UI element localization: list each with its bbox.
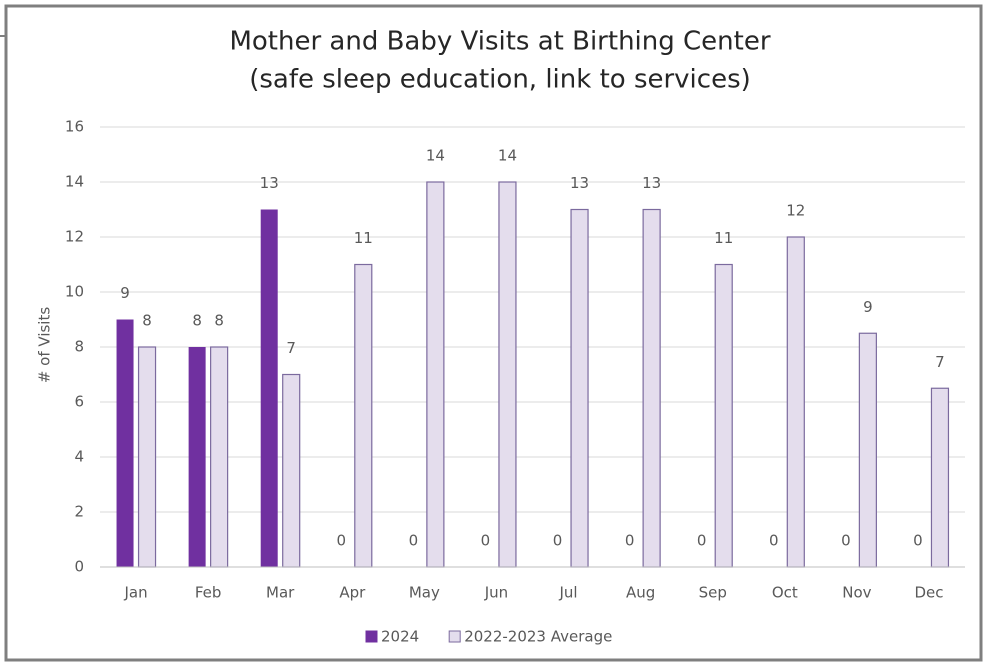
data-label: 0 <box>553 532 563 550</box>
x-tick-label: May <box>409 584 440 602</box>
data-label: 0 <box>697 532 707 550</box>
y-tick-label: 6 <box>74 393 84 411</box>
x-tick-label: Jul <box>558 584 577 602</box>
y-tick-label: 14 <box>65 173 84 191</box>
bar <box>858 332 877 568</box>
bar <box>137 346 157 568</box>
x-tick-label: Apr <box>339 584 366 602</box>
bar <box>260 209 278 567</box>
data-label: 14 <box>426 147 445 165</box>
data-label: 13 <box>642 174 661 192</box>
data-label: 8 <box>192 312 202 330</box>
bar <box>498 181 517 568</box>
data-label: 0 <box>769 532 779 550</box>
data-label: 0 <box>625 532 635 550</box>
bar <box>116 319 134 567</box>
bar <box>210 346 229 568</box>
bar <box>188 347 206 567</box>
data-label: 8 <box>142 312 152 330</box>
bar <box>642 208 661 568</box>
y-tick-label: 2 <box>74 503 84 521</box>
data-label: 11 <box>354 229 373 247</box>
y-tick-label: 16 <box>65 118 84 136</box>
chart-subtitle: (safe sleep education, link to services) <box>249 65 751 95</box>
legend-swatch <box>365 630 378 643</box>
x-tick-label: Dec <box>914 584 943 602</box>
y-tick-label: 12 <box>65 228 84 246</box>
data-label: 12 <box>786 202 805 220</box>
data-label: 0 <box>481 532 491 550</box>
bar <box>930 387 950 568</box>
bar <box>426 181 445 568</box>
bar <box>714 263 733 568</box>
y-tick-label: 0 <box>74 558 84 576</box>
x-tick-label: Aug <box>626 584 655 602</box>
chart-title: Mother and Baby Visits at Birthing Cente… <box>229 27 770 57</box>
data-label: 11 <box>714 229 733 247</box>
data-label: 13 <box>570 174 589 192</box>
legend-swatch <box>448 630 461 643</box>
data-label: 0 <box>337 532 347 550</box>
bar <box>282 373 301 568</box>
x-tick-label: Feb <box>195 584 222 602</box>
data-label: 14 <box>498 147 517 165</box>
y-tick-label: 4 <box>74 448 84 466</box>
y-axis-label: # of Visits <box>36 307 54 384</box>
data-label: 8 <box>214 312 224 330</box>
data-label: 0 <box>841 532 851 550</box>
x-tick-label: Mar <box>266 584 295 602</box>
x-tick-label: Nov <box>842 584 871 602</box>
x-tick-label: Jan <box>123 584 147 602</box>
data-label: 7 <box>286 339 296 357</box>
data-label: 0 <box>913 532 923 550</box>
data-label: 7 <box>935 353 945 371</box>
bar <box>786 236 805 568</box>
legend-label: 2024 <box>381 628 419 646</box>
x-tick-label: Sep <box>699 584 727 602</box>
y-tick-label: 10 <box>65 283 84 301</box>
data-label: 9 <box>863 298 873 316</box>
chart-frame <box>4 4 983 662</box>
x-tick-label: Jun <box>484 584 508 602</box>
y-tick-label: 8 <box>74 338 84 356</box>
data-label: 13 <box>260 174 279 192</box>
bar <box>354 263 373 568</box>
data-label: 9 <box>120 284 130 302</box>
x-tick-label: Oct <box>772 584 798 602</box>
legend-label: 2022-2023 Average <box>464 628 612 646</box>
bar <box>570 208 589 568</box>
data-label: 0 <box>409 532 419 550</box>
